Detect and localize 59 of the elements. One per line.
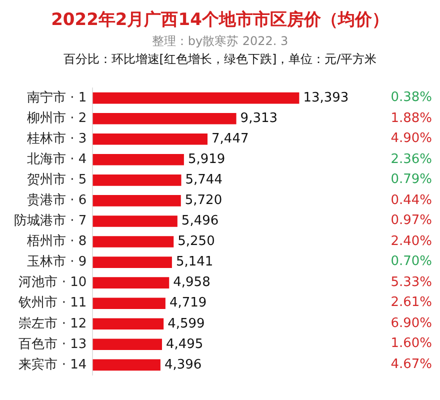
bar [92, 92, 300, 104]
y-tick-label: 河池市 · 10 [18, 275, 87, 290]
data-label: 4,396 [164, 357, 202, 372]
text: 2.61% [390, 295, 432, 310]
y-tick-label: 贺州市 · 5 [26, 172, 87, 188]
chart-subtitle: 整理：by散寒苏 2022. 3 [150, 33, 290, 50]
y-tick-label: 梧州市 · 8 [26, 234, 87, 250]
data-label: 5,250 [178, 234, 215, 250]
text: 0.44% [390, 192, 432, 208]
bar [92, 359, 160, 371]
text: 4.90% [390, 131, 432, 146]
text: 1.88% [390, 110, 432, 126]
bar [92, 256, 172, 268]
data-label: 4,599 [168, 316, 205, 332]
data-label: 5,744 [185, 172, 222, 188]
y-tick-label: 来宾市 · 14 [18, 356, 87, 372]
y-tick-label: 桂林市 · 3 [26, 131, 87, 146]
bar [92, 298, 166, 309]
text: 0.70% [390, 254, 432, 270]
text: 2.40% [390, 234, 432, 249]
text: 2.36% [390, 152, 432, 167]
text: 4.67% [390, 356, 432, 372]
bar [92, 195, 181, 206]
data-label: 5,919 [188, 152, 226, 168]
y-tick-label: 南宁市 · 1 [26, 89, 87, 106]
bar [92, 318, 164, 330]
y-tick-label: 玉林市 · 9 [26, 254, 87, 270]
y-tick-label: 柳州市 · 2 [26, 110, 87, 126]
data-label: 4,719 [169, 296, 207, 311]
data-label: 9,313 [240, 110, 278, 126]
text: 5.33% [390, 274, 432, 290]
data-label: 13,393 [303, 90, 349, 106]
text: 0.97% [390, 213, 432, 228]
y-tick-label: 贵港市 · 6 [26, 193, 87, 208]
y-tick-label: 钦州市 · 11 [18, 296, 87, 311]
data-label: 4,495 [166, 336, 204, 352]
data-label: 5,496 [181, 214, 219, 229]
text: 百分比：环比增速[红色增长，绿色下跌]，单位：元/平方米 [62, 51, 378, 68]
data-label: 5,141 [176, 254, 214, 270]
data-label: 5,720 [184, 193, 222, 208]
chart-title: 2022年2月广西14个地市市区房价（均价） [50, 9, 390, 31]
data-label: 7,447 [212, 131, 249, 146]
y-tick-label: 防城港市 · 7 [14, 214, 87, 229]
bar [92, 338, 162, 350]
y-tick-label: 百色市 · 13 [18, 336, 87, 352]
bar [92, 174, 182, 186]
bar [92, 133, 208, 145]
y-tick-label: 北海市 · 4 [26, 152, 87, 168]
text: 6.90% [390, 316, 432, 331]
bar [92, 277, 170, 288]
y-tick-label: 崇左市 · 12 [18, 316, 87, 332]
text: 0.79% [390, 172, 432, 188]
text: 1.60% [390, 336, 432, 352]
bar [92, 216, 178, 227]
bar [92, 154, 184, 166]
bar [92, 236, 174, 248]
bar [92, 112, 236, 124]
text: 0.38% [390, 90, 432, 106]
data-label: 4,958 [173, 275, 210, 290]
